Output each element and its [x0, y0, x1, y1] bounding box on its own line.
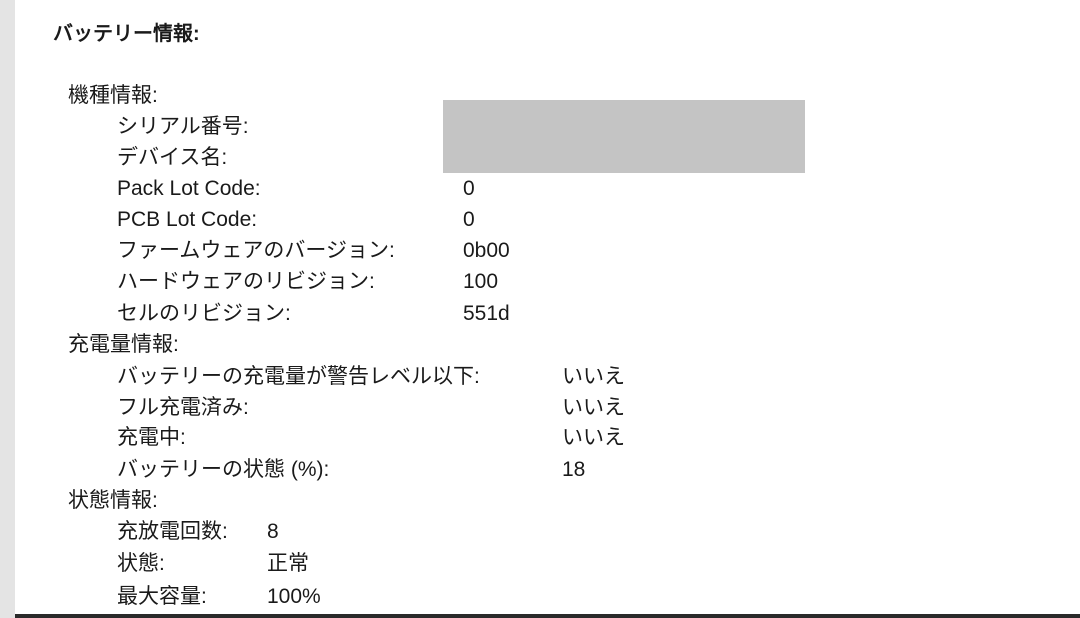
label-charge-percent: バッテリーの状態 (%):	[117, 458, 330, 481]
value-cell: 551d	[463, 302, 510, 325]
label-charging: 充電中:	[117, 426, 186, 449]
value-charging: いいえ	[562, 426, 625, 449]
bottom-border	[15, 614, 1080, 618]
sidebar-edge	[0, 0, 15, 618]
label-max-capacity: 最大容量:	[117, 585, 207, 608]
value-charge-percent: 18	[562, 458, 586, 481]
value-max-capacity: 100%	[267, 585, 321, 608]
redacted-block	[443, 100, 805, 173]
value-fully-charged: いいえ	[562, 396, 625, 419]
value-hardware: 100	[463, 270, 499, 293]
label-firmware: ファームウェアのバージョン:	[117, 239, 395, 262]
page-title: バッテリー情報:	[53, 23, 200, 45]
label-pcb-lot: PCB Lot Code:	[117, 208, 258, 231]
value-pack-lot: 0	[463, 177, 475, 200]
value-low-warning: いいえ	[562, 365, 625, 388]
label-pack-lot: Pack Lot Code:	[117, 177, 261, 200]
label-cell: セルのリビジョン:	[117, 302, 291, 325]
value-pcb-lot: 0	[463, 208, 475, 231]
section-health-info: 状態情報:	[68, 489, 158, 512]
label-fully-charged: フル充電済み:	[117, 396, 249, 419]
label-serial: シリアル番号:	[117, 115, 249, 138]
section-charge-info: 充電量情報:	[68, 333, 179, 356]
value-cycle-count: 8	[267, 520, 279, 543]
value-condition: 正常	[267, 552, 309, 575]
label-cycle-count: 充放電回数:	[117, 520, 228, 543]
value-firmware: 0b00	[463, 239, 510, 262]
label-hardware: ハードウェアのリビジョン:	[117, 270, 375, 293]
label-condition: 状態:	[117, 552, 165, 575]
section-model-info: 機種情報:	[68, 84, 158, 107]
label-device-name: デバイス名:	[117, 146, 228, 169]
label-low-warning: バッテリーの充電量が警告レベル以下:	[117, 365, 480, 388]
